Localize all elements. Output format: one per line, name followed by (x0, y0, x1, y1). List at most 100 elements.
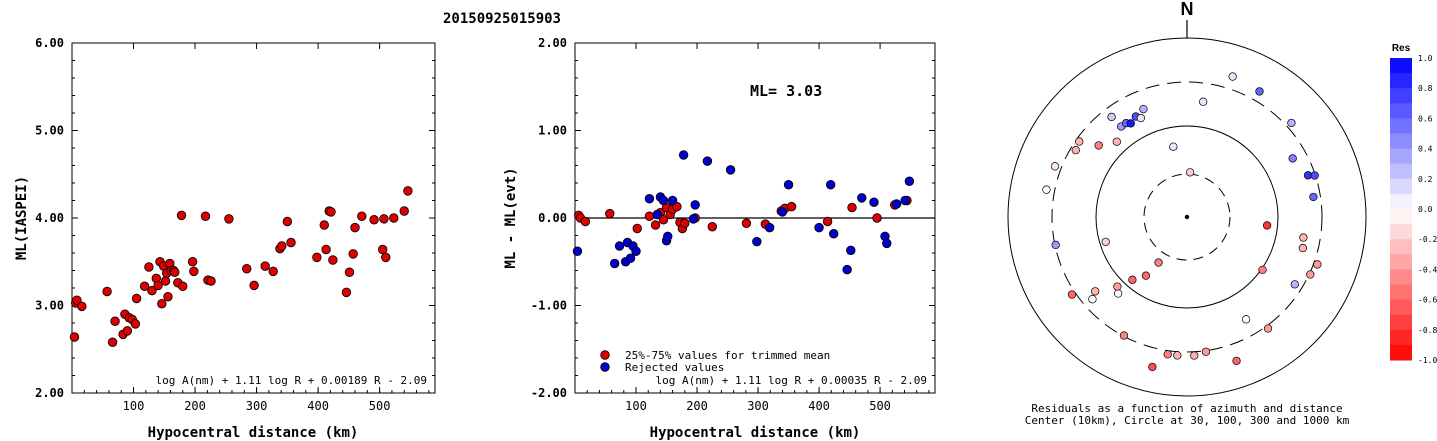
polar-caption-line2: Center (10km), Circle at 30, 100, 300 an… (1025, 414, 1350, 427)
colorbar-cell (1390, 254, 1412, 270)
station-residual-point (1107, 112, 1116, 122)
station-ml-point (178, 281, 188, 291)
middle-plot-points (572, 150, 915, 275)
rejected-residual-point (572, 246, 583, 256)
mid-xtick-label: 100 (625, 399, 647, 413)
station-ml-point (147, 285, 157, 296)
station-ml-point (242, 264, 252, 274)
colorbar-tick-label: -1.0 (1418, 356, 1437, 365)
station-residual-point (1154, 258, 1163, 267)
station-residual-point (1067, 290, 1077, 299)
colorbar-tick-label: -0.2 (1418, 235, 1437, 244)
station-residual-point (1255, 87, 1264, 96)
colorbar-tick-label: 1.0 (1418, 54, 1433, 63)
circle-1000km (1007, 37, 1367, 397)
rejected-residual-point (631, 246, 641, 256)
colorbar-cell (1390, 239, 1412, 255)
mid-xtick-label: 500 (869, 399, 891, 413)
left-plot-ylabel: ML(IASPEI) (14, 176, 30, 260)
station-residual-point (1228, 72, 1237, 81)
station-ml-point (110, 316, 120, 326)
colorbar-cell (1390, 299, 1412, 316)
station-ml-point (224, 214, 234, 224)
rejected-residual-point (725, 165, 736, 175)
colorbar-cell (1390, 88, 1412, 104)
rejected-residual-point (842, 264, 852, 275)
residual-vs-distance-plot: 100 200 300 400 500 -2.00 -1.00 0.00 1.00 2.00 ML… (503, 36, 936, 441)
station-ml-point (144, 262, 154, 272)
station-residual-point (1241, 315, 1251, 324)
station-residual-point (1136, 113, 1146, 123)
station-ml-point (399, 206, 409, 216)
colorbar-cell (1390, 163, 1412, 180)
station-residual-point (1112, 137, 1121, 146)
station-residual-point (1263, 324, 1273, 333)
station-ml-point (107, 337, 118, 347)
station-residual-point (1128, 275, 1137, 284)
colorbar-cell (1390, 284, 1412, 301)
station-ml-point (350, 222, 360, 233)
station-residual-point (1139, 104, 1148, 114)
mid-xtick-label: 400 (808, 399, 830, 413)
trimmed-residual-point (872, 213, 882, 223)
rejected-residual-point (609, 258, 620, 269)
station-ml-point (312, 252, 322, 263)
ml-value-label: ML= 3.03 (750, 82, 822, 100)
station-ml-point (249, 280, 259, 291)
station-residual-point (1163, 350, 1172, 359)
station-residual-point (1071, 146, 1080, 155)
event-title: 20150925015903 (443, 11, 561, 27)
station-ml-point (153, 280, 163, 291)
trimmed-residual-point (707, 222, 717, 232)
station-residual-point (1169, 142, 1178, 151)
mid-xtick-label: 300 (747, 399, 769, 413)
mid-ytick-label: 1.00 (538, 124, 567, 138)
trimmed-residual-point (847, 202, 857, 213)
station-ml-point (163, 292, 173, 302)
colorbar-cell (1390, 73, 1412, 89)
colorbar-cell (1390, 178, 1412, 195)
station-residual-point (1148, 362, 1157, 372)
left-ytick-label: 5.00 (35, 124, 64, 138)
middle-plot-xlabel: Hypocentral distance (km) (650, 425, 861, 441)
station-ml-point (282, 216, 293, 227)
station-residual-point (1262, 221, 1272, 230)
station-ml-point (260, 261, 270, 271)
station-ml-point (130, 319, 141, 329)
trimmed-residual-point (680, 218, 690, 228)
trimmed-residual-point (644, 211, 655, 221)
colorbar-tick-label: 0.0 (1418, 205, 1433, 214)
left-plot-ticks: 100 200 300 400 500 2.00 3.00 4.00 5.00 6.00 (35, 36, 435, 413)
station-ml-point (77, 301, 87, 312)
mid-ytick-label: -1.00 (531, 299, 567, 313)
polar-station-points (1042, 72, 1322, 372)
station-residual-point (1306, 270, 1315, 279)
station-ml-point (378, 244, 388, 255)
middle-plot-formula: log A(nm) + 1.11 log R + 0.00035 R - 2.0… (655, 374, 927, 387)
trimmed-residual-point (632, 223, 642, 234)
colorbar-tick-label: -0.8 (1418, 326, 1437, 335)
station-ml-point (102, 286, 112, 297)
rejected-residual-point (625, 253, 636, 263)
station-ml-point (122, 326, 133, 336)
station-residual-point (1141, 271, 1151, 280)
colorbar-cell (1390, 133, 1412, 150)
colorbar-cells (1390, 58, 1412, 361)
left-ytick-label: 3.00 (35, 299, 64, 313)
station-residual-point (1185, 168, 1195, 177)
station-ml-point (369, 215, 379, 225)
station-ml-point (326, 207, 336, 217)
station-ml-point (170, 267, 180, 277)
rejected-residual-point (900, 195, 910, 206)
rejected-residual-point (752, 236, 762, 247)
station-ml-point (277, 241, 287, 251)
station-ml-point (321, 244, 331, 255)
station-residual-point (1288, 154, 1297, 163)
rejected-residual-point (764, 222, 775, 233)
station-residual-point (1199, 97, 1208, 106)
trimmed-residual-point (822, 216, 833, 227)
rejected-residual-point (777, 207, 788, 217)
station-residual-point (1290, 280, 1299, 289)
station-ml-point (328, 255, 338, 265)
